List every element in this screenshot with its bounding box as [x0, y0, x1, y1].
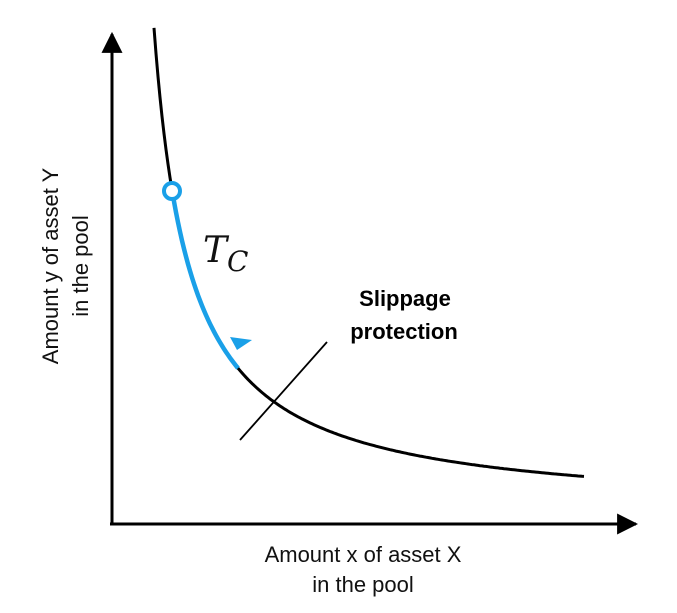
slippage-protection-line [239, 341, 328, 441]
x-axis-label-line-1: Amount x of asset X [265, 542, 462, 567]
trade-label: TC [203, 230, 248, 278]
x-axis-label-line-2: in the pool [312, 572, 414, 597]
trade-path [169, 189, 240, 370]
annotation-line-1: Slippage [359, 286, 451, 311]
y-axis-label-line-2: in the pool [68, 215, 93, 317]
y-axis-label-line-1: Amount y of asset Y [38, 167, 63, 364]
trade-symbol: T [203, 230, 230, 271]
trade-subscript: C [227, 245, 248, 278]
annotation-line-2: protection [350, 319, 458, 344]
start-point-marker [162, 181, 182, 201]
trade-arrowhead [230, 337, 252, 350]
